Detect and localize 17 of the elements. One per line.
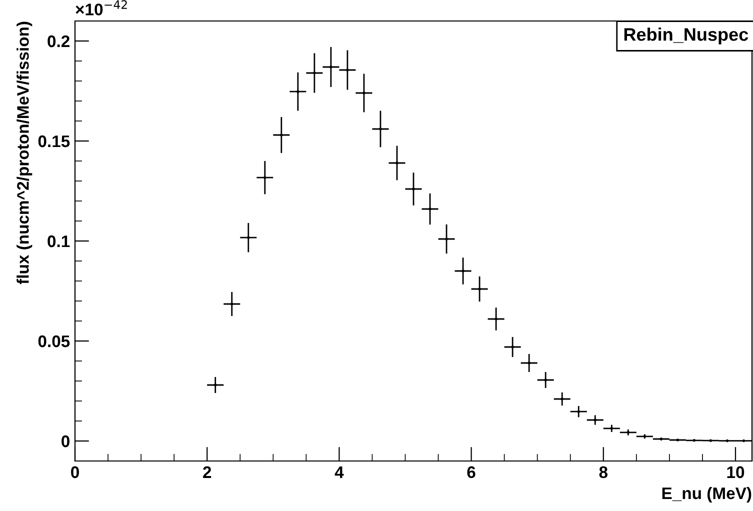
y-axis-title: flux (nucm^2/proton/MeV/fission) xyxy=(16,22,32,284)
y-tick-label: 0.1 xyxy=(48,235,70,248)
x-tick-label: 2 xyxy=(203,466,212,478)
x-tick-label: 0 xyxy=(71,466,79,478)
y-tick-label: 0.05 xyxy=(38,335,70,348)
point xyxy=(742,439,746,442)
x-tick-label: 4 xyxy=(334,466,344,478)
y-tick-label: 0.2 xyxy=(48,35,70,48)
x-tick-label: 10 xyxy=(727,466,744,478)
y-tick-label: 0.15 xyxy=(38,135,70,148)
y-tick-label: 0 xyxy=(62,435,70,448)
x-tick-label: 8 xyxy=(599,466,608,478)
x-tick-label: 6 xyxy=(467,466,476,478)
point xyxy=(726,439,729,442)
x-axis-title: E_nu (MeV) xyxy=(662,486,752,502)
text: ×10$^{−42}$ xyxy=(76,0,127,16)
chart-title: Rebin_Nuspec xyxy=(624,28,748,44)
